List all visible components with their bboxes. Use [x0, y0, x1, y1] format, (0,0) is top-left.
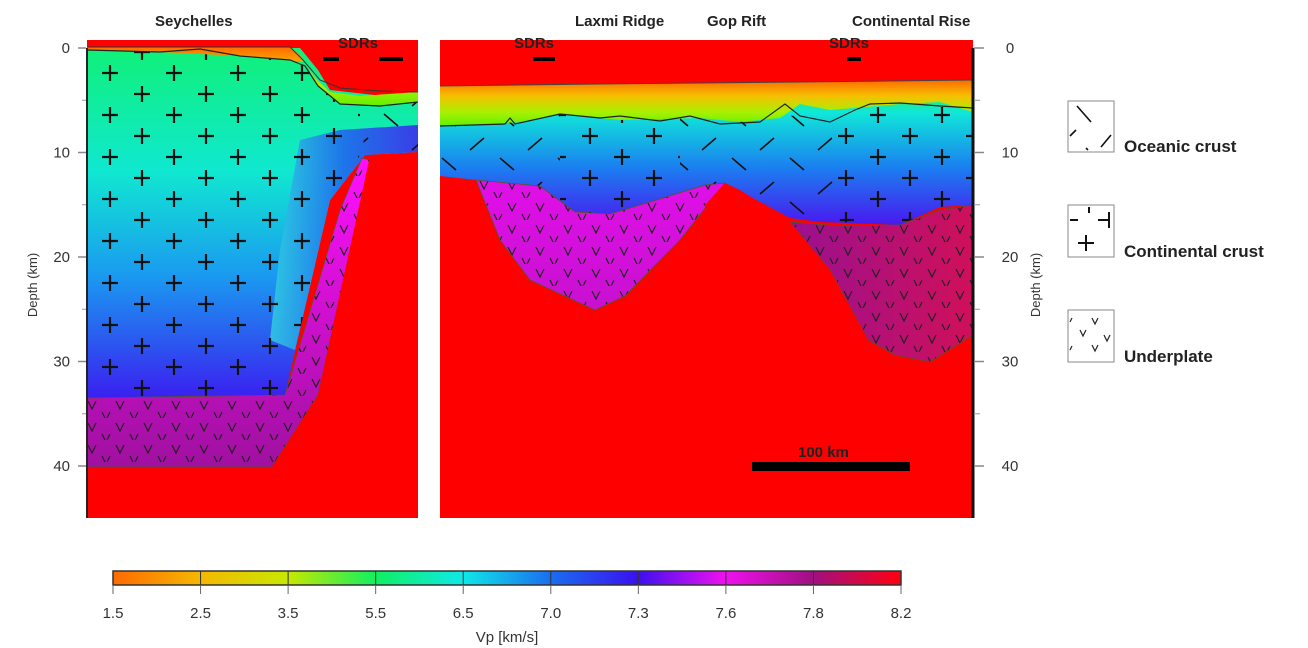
region-label-seychelles: Seychelles [155, 13, 233, 30]
sediment-layer-right [440, 80, 973, 126]
legend-label-oceanic-crust: Oceanic crust [1124, 137, 1237, 156]
colorbar-tick-label: 7.8 [803, 605, 824, 622]
colorbar-tick-label: 7.3 [628, 605, 649, 622]
colorbar-tick-label: 3.5 [278, 605, 299, 622]
right-axis-tick-label: 0 [1006, 40, 1014, 57]
colorbar-tick-label: 7.0 [540, 605, 561, 622]
right-axis-tick-label: 30 [1002, 354, 1019, 371]
oceanic-dash-pattern-icon [1067, 100, 1115, 153]
basement-line-right [440, 102, 973, 127]
legend-label-underplate: Underplate [1124, 347, 1213, 366]
colorbar-tick-label: 1.5 [103, 605, 124, 622]
region-label-sdrs-right: SDRs [829, 35, 869, 52]
continental-crust-pattern-rise [830, 100, 973, 225]
continental-cross-pattern-icon [1067, 204, 1115, 258]
oceanic-crust-pattern-gop [680, 115, 840, 222]
sdrs-marker-right [847, 57, 861, 61]
legend: Oceanic crust Continental crust Underpla… [1067, 100, 1264, 366]
continental-crust-pattern-left [87, 48, 360, 398]
legend-item-underplate: Underplate [1067, 309, 1213, 366]
left-axis-tick-label: 30 [53, 354, 70, 371]
velocity-colorbar: 1.5 2.5 3.5 5.5 6.5 7.0 7.3 7.6 7.8 8.2 Vp [km/s] [103, 570, 912, 646]
region-label-sdrs-left: SDRs [338, 35, 378, 52]
region-label-sdrs-mid: SDRs [514, 35, 554, 52]
left-axis-tick-label: 20 [53, 249, 70, 266]
right-depth-axis: 0 10 20 30 40 [974, 40, 1018, 475]
mantle-peak [700, 183, 868, 360]
colorbar-gradient [112, 570, 902, 586]
sediment-layer-left [87, 47, 418, 106]
region-label-continental-rise: Continental Rise [852, 13, 970, 30]
sdrs-marker-left-1 [323, 57, 339, 61]
left-axis-tick-label: 0 [62, 40, 70, 57]
right-axis-tick-label: 10 [1002, 145, 1019, 162]
colorbar-tick-label: 6.5 [453, 605, 474, 622]
sdrs-marker-mid [533, 57, 555, 61]
colorbar-tick-label: 7.6 [715, 605, 736, 622]
mantle-wedge-left [87, 156, 418, 518]
right-axis-tick-label: 20 [1002, 249, 1019, 266]
colorbar-tick-label: 5.5 [365, 605, 386, 622]
oceanic-crust-pattern-left [360, 100, 418, 155]
left-depth-axis-label: Depth (km) [25, 253, 40, 317]
left-axis-tick-label: 40 [53, 458, 70, 475]
basement-line-left [87, 48, 418, 107]
colorbar-tick-label: 8.2 [891, 605, 912, 622]
right-section-panel [440, 40, 973, 518]
underplate-v-pattern-icon [1067, 309, 1115, 363]
continental-crust-pattern-laxmi [560, 112, 680, 216]
oceanic-crust-pattern-right [440, 112, 560, 190]
colorbar-ticks: 1.5 2.5 3.5 5.5 6.5 7.0 7.3 7.6 7.8 8.2 [103, 571, 912, 622]
left-depth-axis: 0 10 20 30 40 [53, 40, 86, 475]
right-axis-tick-label: 40 [1002, 458, 1019, 475]
colorbar-tick-label: 2.5 [190, 605, 211, 622]
seafloor-line-left [87, 46, 418, 93]
legend-label-continental-crust: Continental crust [1124, 242, 1264, 261]
colorbar-title: Vp [km/s] [476, 629, 539, 646]
seafloor-line-right [440, 79, 973, 87]
left-section-panel [87, 40, 418, 518]
scale-bar-label: 100 km [798, 444, 849, 461]
right-depth-axis-label: Depth (km) [1028, 253, 1043, 317]
scale-bar [752, 462, 910, 471]
legend-item-continental-crust: Continental crust [1067, 204, 1264, 261]
left-axis-tick-label: 10 [53, 145, 70, 162]
region-label-gop-rift: Gop Rift [707, 13, 766, 30]
region-label-laxmi-ridge: Laxmi Ridge [575, 13, 664, 30]
sdrs-marker-left-2 [379, 57, 403, 61]
legend-item-oceanic-crust: Oceanic crust [1067, 100, 1237, 156]
